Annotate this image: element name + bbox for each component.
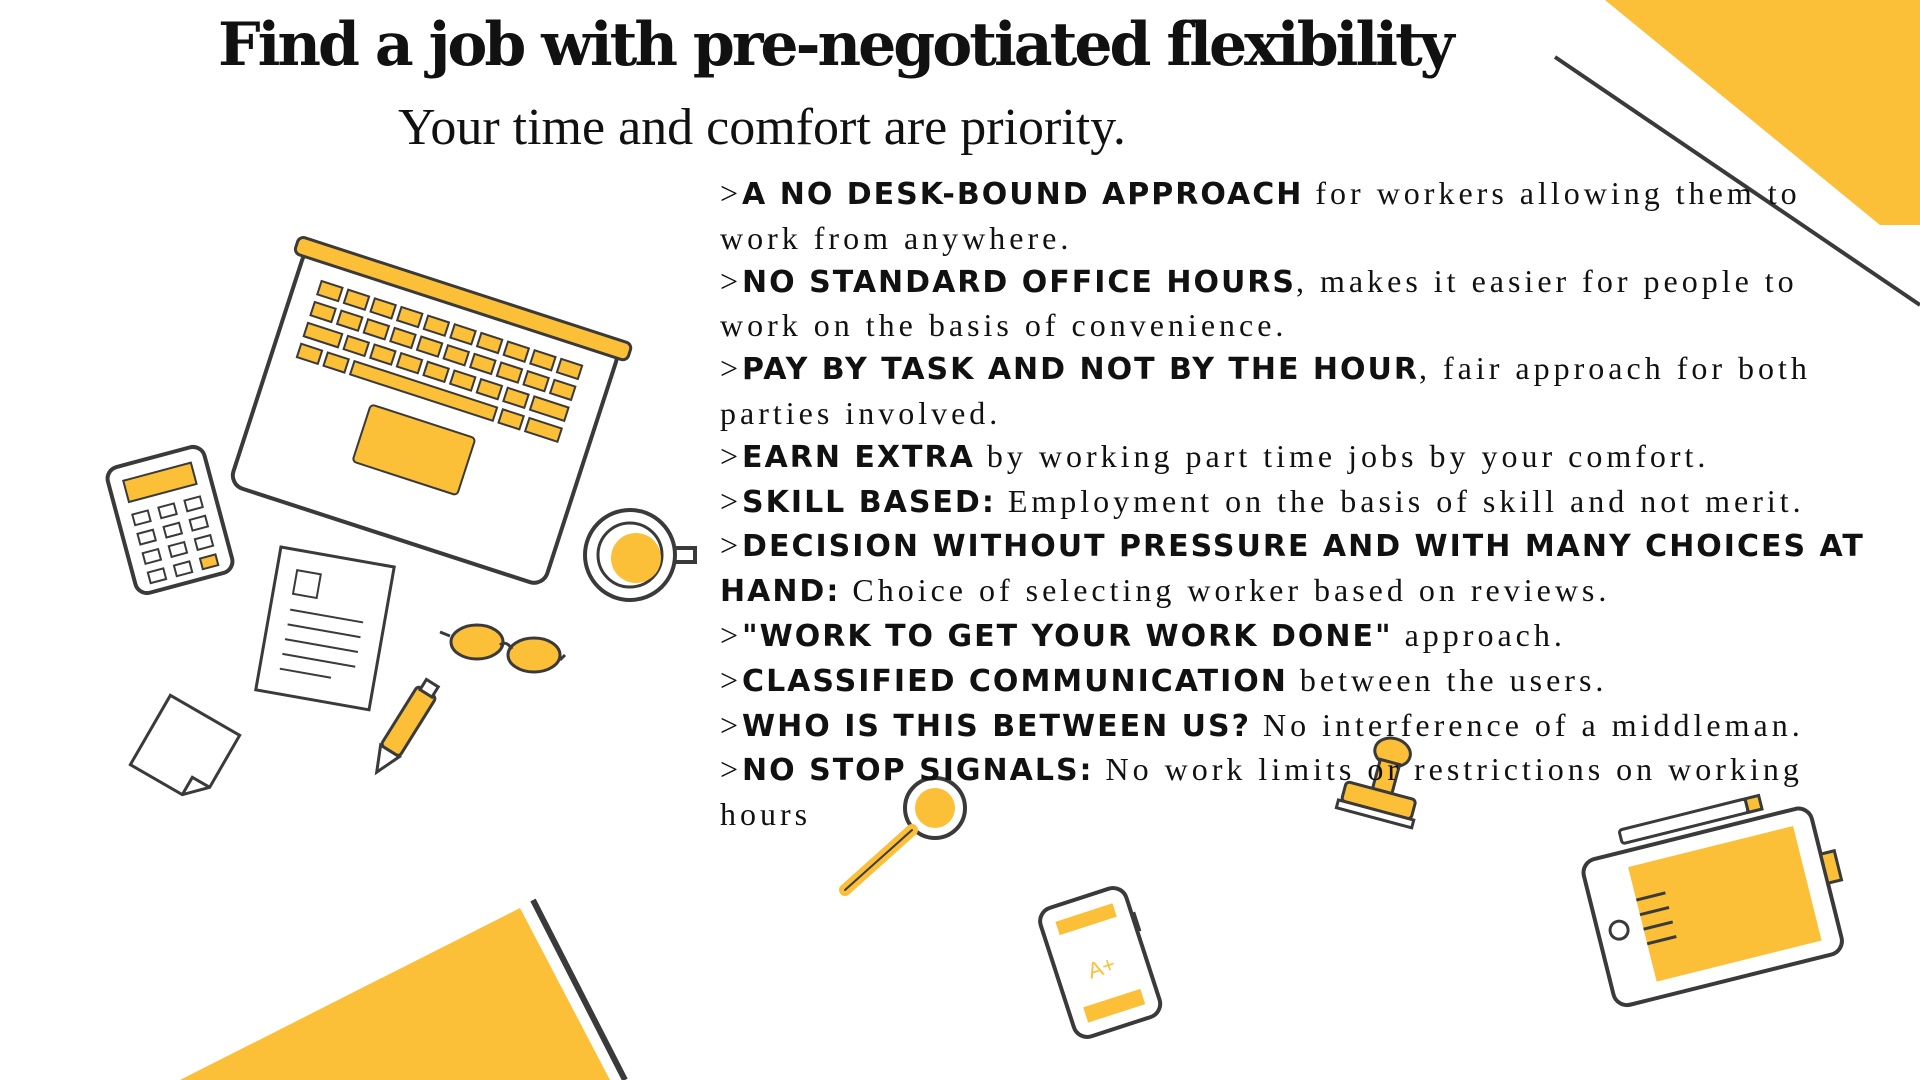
feature-text: by working part time jobs by your comfor… <box>974 437 1710 474</box>
feature-item: >No standard office hours, makes it easi… <box>720 260 1890 348</box>
feature-prefix: > <box>720 482 743 519</box>
laptop-icon <box>230 236 633 585</box>
feature-item: >"Work to get your work done" approach. <box>720 614 1890 659</box>
feature-highlight: Decision without pressure and with many … <box>720 529 1865 610</box>
feature-text: Employment on the basis of skill and not… <box>995 482 1805 519</box>
feature-prefix: > <box>720 437 743 474</box>
feature-highlight: "Work to get your work done" <box>742 618 1393 654</box>
feature-prefix: > <box>720 706 743 743</box>
feature-text: No interference of a middleman. <box>1251 706 1804 743</box>
feature-highlight: Skill based: <box>742 484 996 520</box>
magnifier-icon <box>839 776 967 896</box>
feature-item: >No stop signals: No work limits or rest… <box>720 748 1890 836</box>
phone-icon <box>1038 886 1163 1039</box>
document-icon <box>254 545 396 712</box>
feature-prefix: > <box>720 751 743 788</box>
coffee-cup-icon <box>583 508 697 602</box>
feature-highlight: Classified communication <box>742 663 1288 699</box>
feature-prefix: > <box>720 616 743 653</box>
feature-prefix: > <box>720 661 743 698</box>
feature-item: >Classified communication between the us… <box>720 659 1890 704</box>
feature-item: >Decision without pressure and with many… <box>720 524 1890 614</box>
feature-highlight: A no desk-bound approach <box>742 177 1304 212</box>
feature-highlight: Who is this between us? <box>742 708 1252 744</box>
feature-text: No work limits or restrictions on workin… <box>720 751 1803 833</box>
feature-item: >Pay by task and not by the hour, fair a… <box>720 347 1890 435</box>
glasses-icon <box>439 623 567 674</box>
feature-prefix: > <box>720 175 743 211</box>
feature-text: for workers allowing them to work from a… <box>720 175 1801 256</box>
sticky-note-icon <box>128 693 242 797</box>
pen-icon <box>374 677 441 776</box>
feature-item: >Who is this between us? No interference… <box>720 704 1890 749</box>
corner-line-top-right <box>1553 55 1920 307</box>
feature-highlight: Earn extra <box>742 439 975 475</box>
feature-list: >A no desk-bound approach for workers al… <box>720 172 1890 836</box>
slide-title: Find a job with pre-negotiated flexibili… <box>218 10 1455 80</box>
feature-item: >Skill based: Employment on the basis of… <box>720 480 1890 525</box>
feature-item: >A no desk-bound approach for workers al… <box>720 172 1890 260</box>
corner-line-bottom-left <box>530 898 628 1080</box>
feature-text: , makes it easier for people to work on … <box>720 262 1798 344</box>
feature-text: between the users. <box>1287 661 1608 698</box>
feature-prefix: > <box>720 527 743 564</box>
corner-shape-top-right <box>1605 0 1920 225</box>
feature-item: >Earn extra by working part time jobs by… <box>720 435 1890 480</box>
feature-highlight: No standard office hours <box>742 264 1297 300</box>
calculator-icon <box>105 444 235 596</box>
feature-text: , fair approach for both parties involve… <box>720 350 1811 431</box>
feature-prefix: > <box>720 350 743 387</box>
feature-prefix: > <box>720 262 743 299</box>
feature-text: Choice of selecting worker based on revi… <box>840 572 1611 609</box>
slide-subtitle: Your time and comfort are priority. <box>398 99 1126 156</box>
corner-shape-bottom-left <box>180 908 610 1080</box>
feature-text: approach. <box>1392 616 1566 653</box>
feature-highlight: No stop signals: <box>742 753 1094 789</box>
stamp-icon <box>1334 736 1417 830</box>
feature-highlight: Pay by task and not by the hour <box>742 352 1420 388</box>
tablet-icon <box>1581 793 1844 1008</box>
